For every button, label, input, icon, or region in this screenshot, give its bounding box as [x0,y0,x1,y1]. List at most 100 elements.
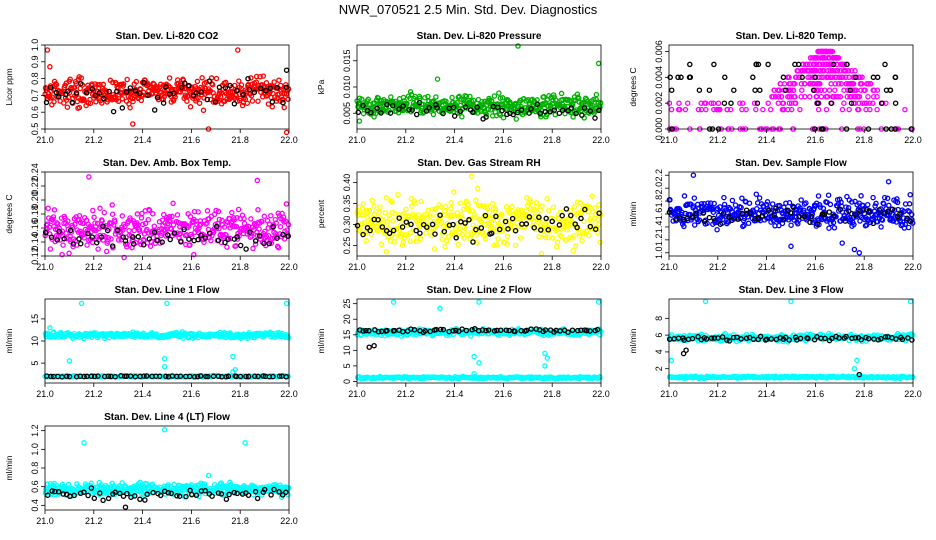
data-point [574,224,580,231]
data-point [786,199,793,206]
data-point [779,106,786,113]
data-point [711,200,717,207]
data-point [376,227,382,234]
x-tick-label: 21.2 [709,135,727,145]
data-point [355,109,362,116]
data-point [213,223,220,230]
data-point [255,98,261,104]
series-subset [43,67,290,115]
data-point [67,76,73,82]
data-point [814,81,820,87]
data-point [215,237,222,244]
chart-title: Stan. Dev. Li-820 Pressure [417,31,542,42]
data-point [835,81,842,87]
data-point [283,129,290,136]
data-point [375,95,381,101]
data-point [470,109,476,116]
data-point [184,98,190,104]
data-point [267,85,274,91]
data-point [753,61,759,68]
data-point [837,206,844,213]
y-tick-label: 4 [654,349,664,354]
data-point [154,237,160,244]
data-point [538,250,545,257]
series-all [354,173,604,257]
data-point [366,344,372,350]
series-all [666,172,916,256]
data-point [826,209,833,215]
x-tick-label: 21.4 [446,135,464,145]
data-point [755,215,761,222]
data-point [410,226,417,233]
chart-panel: Stan. Dev. Li-820 CO2 21.0 21.2 21.4 21.6 21.… [0,18,312,146]
data-point [418,198,424,205]
y-tick-label: 0.005 [342,102,352,125]
chart-title: Stan. Dev. Line 4 (LT) Flow [104,412,230,423]
data-point [412,200,419,206]
data-point [140,221,146,228]
data-point [151,229,158,236]
data-point [512,242,519,249]
data-point [824,74,830,81]
x-axis: 21.0 21.2 21.4 21.6 21.8 22.0 [348,129,610,145]
data-point [801,207,807,213]
data-point [684,100,691,106]
data-point [425,207,431,214]
data-point [437,212,443,218]
data-point [269,104,276,110]
data-point [66,250,72,257]
series-subset [667,61,915,132]
data-point [468,173,475,179]
data-point [189,233,195,240]
data-point [792,334,799,341]
x-tick-label: 21.8 [855,262,873,272]
data-point [687,74,694,81]
chart-panel: Stan. Dev. Amb. Box Temp. 21.0 21.2 21.4 21.… [0,145,312,273]
data-point [821,87,828,93]
data-point [711,61,717,68]
y-axis-label: percent [316,199,326,228]
data-point [101,209,108,216]
data-point [846,74,852,81]
data-point [768,336,775,342]
plot-frame [668,44,914,130]
data-point [730,334,737,341]
data-point [283,374,289,380]
data-point [745,220,752,227]
data-point [91,373,98,380]
data-point [126,227,132,234]
series-all [42,47,292,136]
data-point [528,198,534,205]
y-tick-label: 0.40 [342,174,352,192]
x-tick-label: 22.0 [280,135,298,145]
x-tick-label: 21.6 [807,262,825,272]
data-point [283,218,289,225]
y-tick-label: 0.12 [30,247,40,265]
x-tick-label: 21.2 [709,389,727,399]
data-point [865,93,871,100]
data-point [375,328,382,335]
data-point [396,106,402,112]
data-point [871,87,877,93]
data-point [502,218,509,225]
data-point [396,215,402,221]
data-point [231,82,238,89]
data-point [103,89,110,95]
data-point [710,100,717,106]
data-point [238,82,245,88]
y-tick-label: 2 [654,366,664,371]
x-tick-label: 22.0 [592,135,610,145]
x-tick-label: 21.0 [660,262,678,272]
data-point [489,200,496,207]
data-point [856,93,863,100]
data-point [236,78,242,84]
chart-title: Stan. Dev. Line 1 Flow [115,285,220,296]
data-point [233,243,239,249]
data-point [756,195,763,201]
x-tick-label: 21.6 [183,262,201,272]
data-point [99,218,105,224]
data-point [384,219,391,225]
data-point [770,93,777,100]
y-tick-label: 5 [30,361,40,366]
data-point [841,68,847,74]
